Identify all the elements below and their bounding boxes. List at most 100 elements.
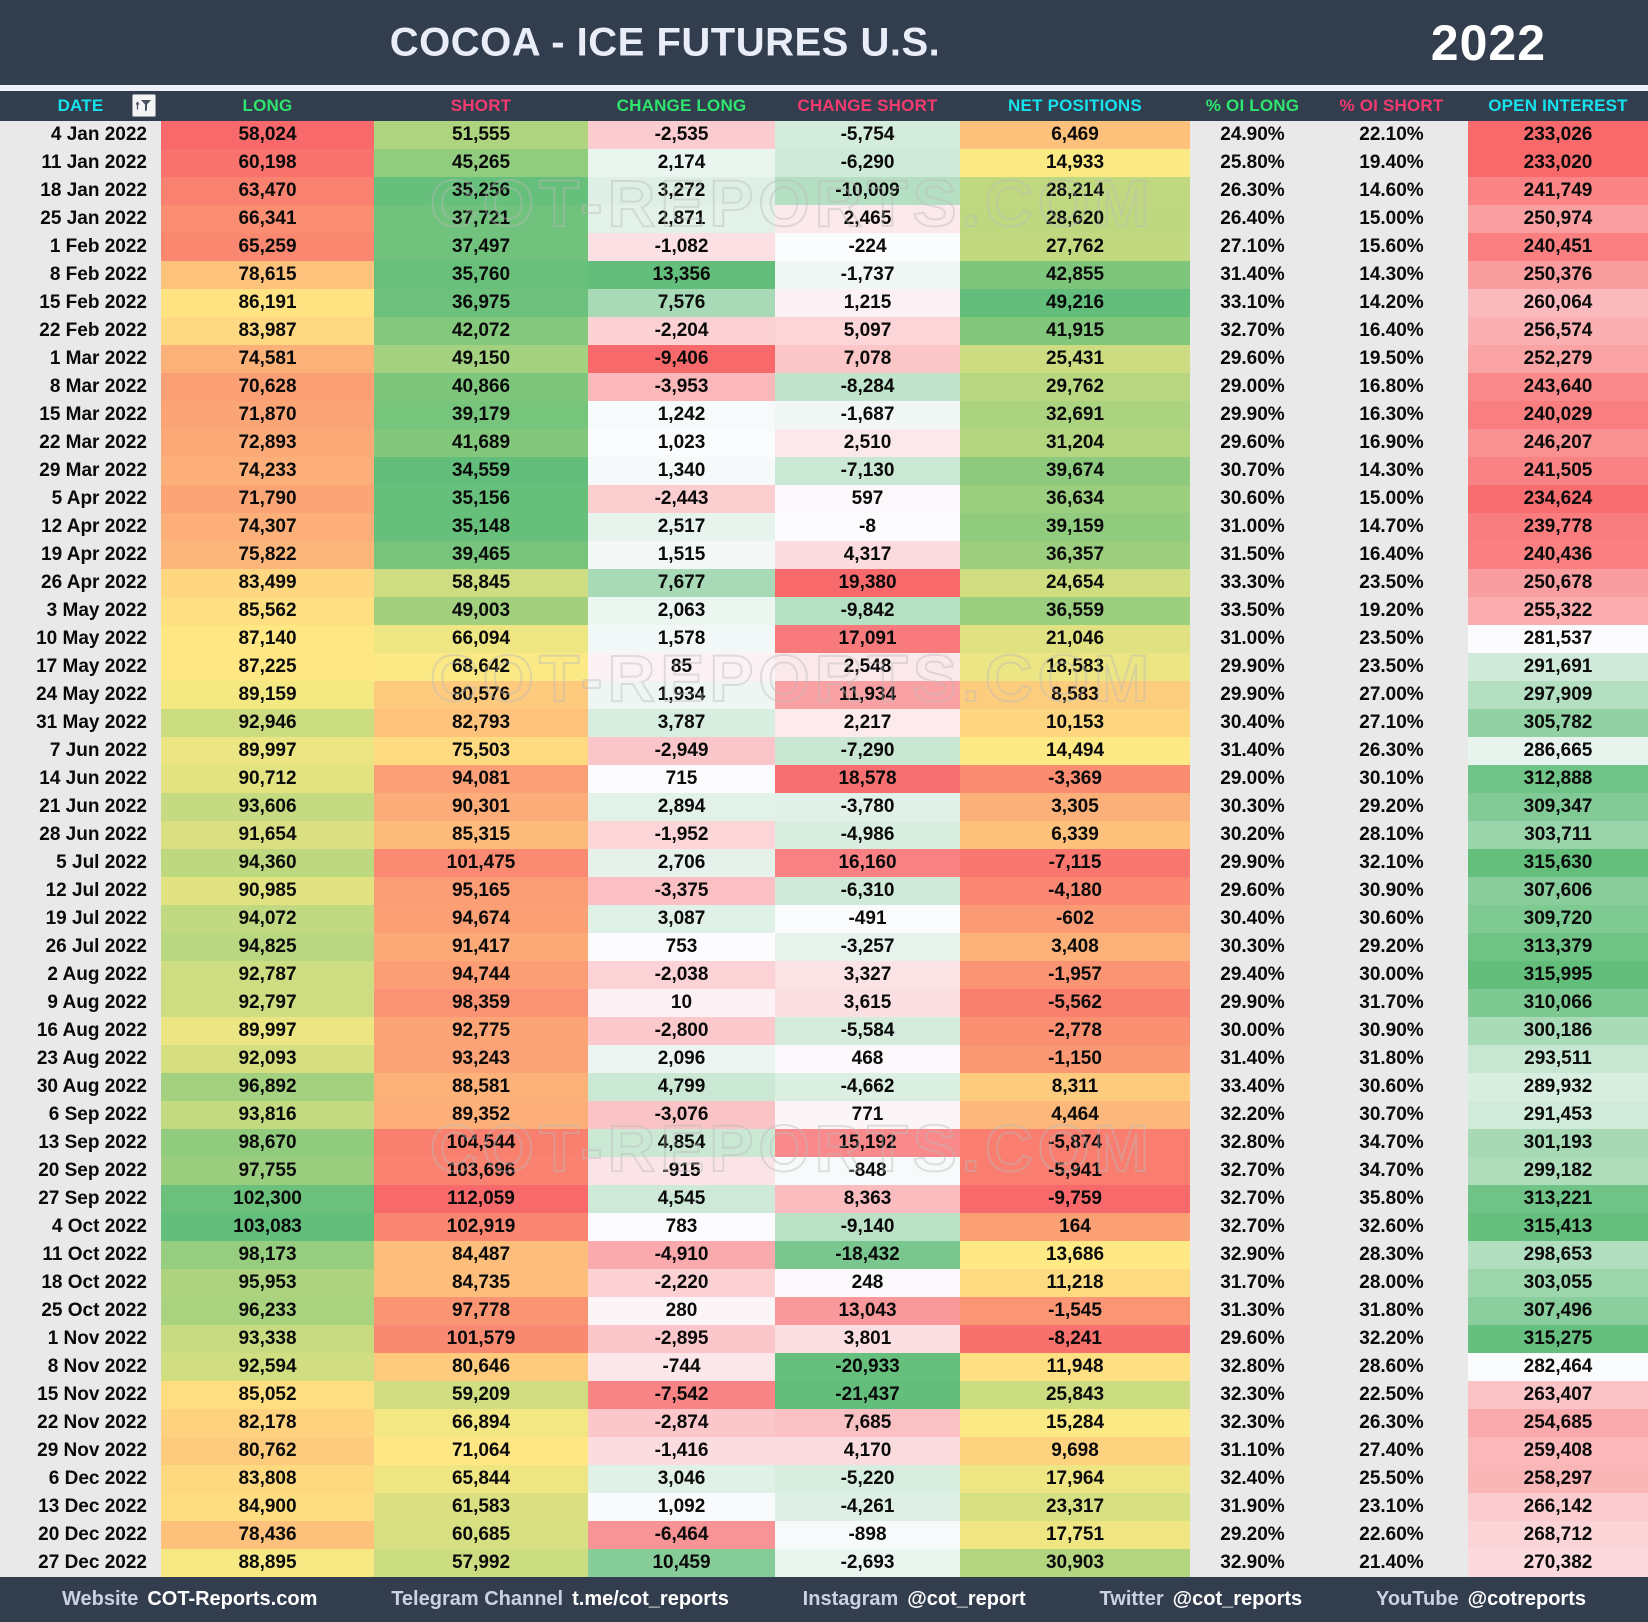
cell-net_positions: -4,180 (960, 877, 1190, 905)
cell-pct_oi_long: 31.70% (1190, 1269, 1315, 1297)
cell-change_long: 4,545 (588, 1185, 775, 1213)
cell-long: 84,900 (161, 1493, 374, 1521)
cell-change_long: 715 (588, 765, 775, 793)
cell-net_positions: -1,150 (960, 1045, 1190, 1073)
cell-change_long: 2,063 (588, 597, 775, 625)
table-row: 16 Aug 2022 89,997 92,775 -2,800 -5,584 -2,77… (0, 1017, 1648, 1045)
cell-change_long: 2,894 (588, 793, 775, 821)
date-filter-button[interactable] (132, 94, 156, 117)
cell-date: 8 Mar 2022 (0, 373, 161, 401)
cell-change_long: -2,220 (588, 1269, 775, 1297)
column-header-open_interest: OPEN INTEREST (1468, 91, 1648, 121)
table-row: 22 Nov 2022 82,178 66,894 -2,874 7,685 15,284… (0, 1409, 1648, 1437)
cell-pct_oi_long: 29.60% (1190, 877, 1315, 905)
cell-change_short: 4,317 (775, 541, 960, 569)
cell-change_long: 10,459 (588, 1549, 775, 1577)
cell-long: 74,233 (161, 457, 374, 485)
cell-open_interest: 258,297 (1468, 1465, 1648, 1493)
table-row: 18 Oct 2022 95,953 84,735 -2,220 248 11,218 31… (0, 1269, 1648, 1297)
cell-net_positions: 28,620 (960, 205, 1190, 233)
cell-net_positions: 39,674 (960, 457, 1190, 485)
cell-open_interest: 291,691 (1468, 653, 1648, 681)
cell-pct_oi_short: 30.60% (1315, 1073, 1468, 1101)
cell-long: 91,654 (161, 821, 374, 849)
cell-short: 39,465 (374, 541, 588, 569)
cell-date: 22 Mar 2022 (0, 429, 161, 457)
cell-change_short: -8 (775, 513, 960, 541)
cell-change_short: -6,310 (775, 877, 960, 905)
cell-date: 12 Apr 2022 (0, 513, 161, 541)
title-bar: COCOA - ICE FUTURES U.S. 2022 (0, 0, 1648, 85)
cell-open_interest: 300,186 (1468, 1017, 1648, 1045)
cell-net_positions: 3,305 (960, 793, 1190, 821)
cell-change_long: -3,953 (588, 373, 775, 401)
cell-change_short: -10,009 (775, 177, 960, 205)
cell-pct_oi_long: 31.90% (1190, 1493, 1315, 1521)
cell-change_short: -3,257 (775, 933, 960, 961)
cell-long: 83,499 (161, 569, 374, 597)
cell-short: 102,919 (374, 1213, 588, 1241)
cell-net_positions: -9,759 (960, 1185, 1190, 1213)
cell-short: 95,165 (374, 877, 588, 905)
column-header-change_long: CHANGE LONG (588, 91, 775, 121)
cell-date: 31 May 2022 (0, 709, 161, 737)
cell-change_short: -7,290 (775, 737, 960, 765)
cell-change_short: -1,687 (775, 401, 960, 429)
footer-instagram-value: @cot_report (907, 1588, 1026, 1610)
cell-net_positions: 10,153 (960, 709, 1190, 737)
cell-short: 37,721 (374, 205, 588, 233)
cell-open_interest: 299,182 (1468, 1157, 1648, 1185)
cell-date: 1 Mar 2022 (0, 345, 161, 373)
cell-change_long: 10 (588, 989, 775, 1017)
cell-short: 34,559 (374, 457, 588, 485)
table-row: 15 Mar 2022 71,870 39,179 1,242 -1,687 32,691… (0, 401, 1648, 429)
cell-pct_oi_short: 16.80% (1315, 373, 1468, 401)
column-header-label: LONG (242, 96, 293, 115)
cell-change_short: 8,363 (775, 1185, 960, 1213)
cell-change_short: -4,261 (775, 1493, 960, 1521)
table-row: 25 Oct 2022 96,233 97,778 280 13,043 -1,545 31… (0, 1297, 1648, 1325)
cell-long: 97,755 (161, 1157, 374, 1185)
table-row: 5 Apr 2022 71,790 35,156 -2,443 597 36,634 30.… (0, 485, 1648, 513)
cell-date: 3 May 2022 (0, 597, 161, 625)
cell-net_positions: 6,469 (960, 121, 1190, 149)
column-header-long: LONG (161, 91, 374, 121)
cell-change_short: 17,091 (775, 625, 960, 653)
cell-pct_oi_long: 31.40% (1190, 1045, 1315, 1073)
cell-change_long: 1,934 (588, 681, 775, 709)
cell-long: 71,790 (161, 485, 374, 513)
cell-change_long: -2,443 (588, 485, 775, 513)
cell-long: 87,140 (161, 625, 374, 653)
cell-pct_oi_short: 26.30% (1315, 737, 1468, 765)
cell-open_interest: 250,974 (1468, 205, 1648, 233)
cell-pct_oi_short: 29.20% (1315, 933, 1468, 961)
cell-short: 94,674 (374, 905, 588, 933)
cell-short: 61,583 (374, 1493, 588, 1521)
table-row: 12 Apr 2022 74,307 35,148 2,517 -8 39,159 31.0… (0, 513, 1648, 541)
cell-pct_oi_short: 31.70% (1315, 989, 1468, 1017)
cell-change_short: 13,043 (775, 1297, 960, 1325)
cell-pct_oi_short: 16.40% (1315, 317, 1468, 345)
cell-change_short: 597 (775, 485, 960, 513)
cell-change_short: 7,078 (775, 345, 960, 373)
cell-date: 26 Jul 2022 (0, 933, 161, 961)
cell-date: 4 Oct 2022 (0, 1213, 161, 1241)
cell-net_positions: -3,369 (960, 765, 1190, 793)
cell-pct_oi_short: 22.50% (1315, 1381, 1468, 1409)
cell-short: 35,148 (374, 513, 588, 541)
cell-pct_oi_short: 30.10% (1315, 765, 1468, 793)
cell-pct_oi_short: 15.00% (1315, 205, 1468, 233)
cell-pct_oi_long: 33.30% (1190, 569, 1315, 597)
table-row: 24 May 2022 89,159 80,576 1,934 11,934 8,583 2… (0, 681, 1648, 709)
cell-pct_oi_long: 30.40% (1190, 709, 1315, 737)
cell-change_short: -9,140 (775, 1213, 960, 1241)
cell-short: 60,685 (374, 1521, 588, 1549)
column-header-row: DATE LONG SHORT CHANGE LONG CHANGE SHORT NET … (0, 91, 1648, 121)
footer-telegram-value: t.me/cot_reports (572, 1588, 729, 1610)
cell-pct_oi_short: 14.20% (1315, 289, 1468, 317)
cell-pct_oi_long: 32.20% (1190, 1101, 1315, 1129)
cell-pct_oi_short: 22.60% (1315, 1521, 1468, 1549)
cell-net_positions: -602 (960, 905, 1190, 933)
cell-change_long: 3,087 (588, 905, 775, 933)
cell-pct_oi_long: 29.40% (1190, 961, 1315, 989)
